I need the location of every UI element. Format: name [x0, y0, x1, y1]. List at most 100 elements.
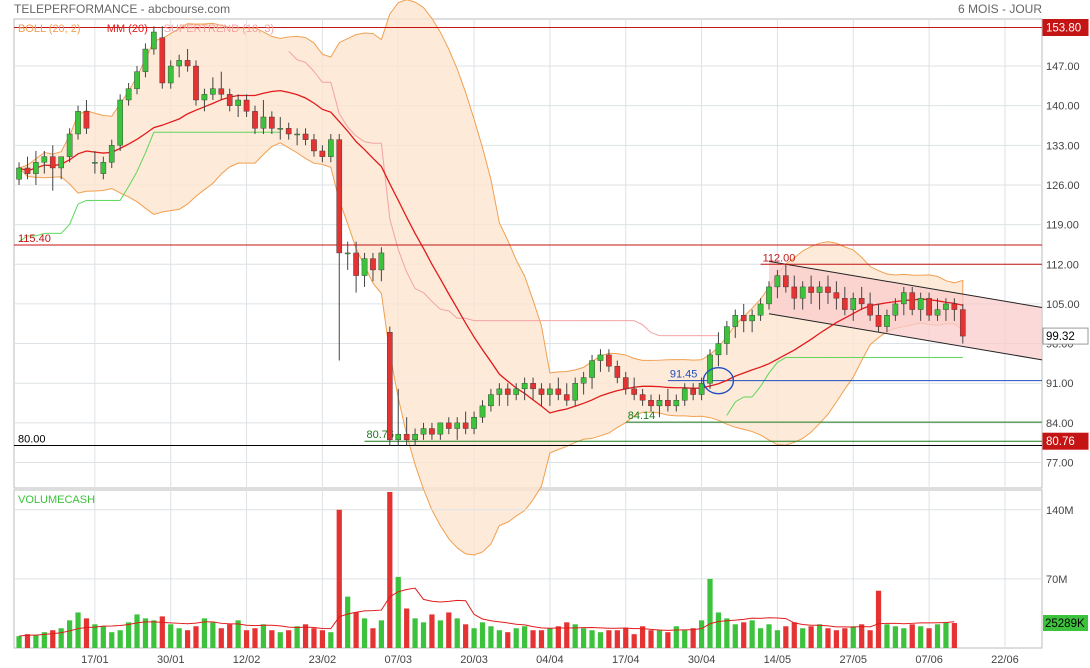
volume-pane [13, 489, 1043, 649]
candle-body [580, 377, 587, 384]
candle-body [681, 388, 688, 401]
volume-bar [336, 509, 342, 648]
candle-body [715, 343, 722, 356]
candle-body [328, 139, 334, 157]
volume-bar [353, 612, 359, 648]
volume-bar [378, 620, 384, 648]
candle-body [656, 400, 663, 407]
candle-body [892, 303, 899, 316]
candle-body [370, 258, 376, 271]
candle-body [176, 60, 182, 67]
volume-bar [109, 632, 115, 648]
candle-body [445, 422, 452, 429]
price-tick-label: 147.00 [1046, 61, 1080, 73]
volume-bar [926, 628, 932, 648]
supertrend-segment [330, 82, 340, 114]
candle-body [336, 139, 343, 254]
volume-bar [766, 624, 772, 648]
price-tag [1042, 327, 1089, 345]
volume-bar [286, 630, 292, 648]
candle-body [134, 71, 140, 89]
legend-entry: MM (20) [107, 23, 148, 35]
candle-body [749, 315, 755, 322]
volume-bar [614, 630, 620, 648]
price-tag [1042, 18, 1089, 36]
supertrend-segment [448, 310, 458, 319]
volume-bar [193, 626, 199, 648]
date-tick-label: 27/05 [839, 654, 867, 666]
supertrend-segment [380, 143, 391, 219]
candle-body [344, 252, 351, 255]
candle-body [151, 31, 157, 50]
volume-bar [454, 618, 460, 648]
date-tick-label: 22/06 [991, 654, 1019, 666]
price-tick-label: 119.00 [1046, 220, 1079, 232]
candle-body [243, 99, 250, 112]
volume-bar [361, 618, 368, 648]
price-tag [1042, 432, 1089, 450]
date-tick-label: 17/01 [81, 654, 109, 666]
candle-body [92, 162, 98, 164]
volume-bar [83, 618, 90, 648]
volume-bar [463, 624, 469, 648]
price-tick-label: 91.00 [1046, 378, 1074, 390]
candle-body [277, 128, 284, 130]
volume-bar [159, 616, 165, 648]
candle-body [698, 383, 705, 395]
candle-body [479, 405, 486, 418]
candle-body [563, 394, 570, 401]
candle-body [917, 298, 924, 310]
price-tick-label: 140.00 [1046, 101, 1080, 113]
candle-body [959, 309, 966, 337]
price-tick-label: 84.00 [1046, 418, 1074, 430]
volume-bar [741, 622, 747, 648]
volume-bar [370, 628, 376, 648]
volume-bar [201, 618, 208, 648]
candle-body [496, 388, 503, 395]
volume-bar [707, 578, 713, 648]
candle-body [193, 65, 199, 101]
supertrend-segment [389, 218, 399, 250]
volume-bar [530, 630, 536, 648]
volume-bar [951, 623, 957, 648]
volume-bar [75, 612, 81, 648]
volume-bar [412, 618, 418, 648]
legend-entry: BOLL (20, 2) [18, 23, 81, 35]
volume-bar [16, 636, 22, 648]
volume-bar [227, 624, 233, 648]
supertrend-segment [364, 141, 374, 144]
volume-bar [328, 632, 334, 648]
supertrend-segment [397, 249, 408, 273]
volume-bar [623, 628, 629, 648]
candle-body [783, 275, 789, 288]
volume-bar [446, 612, 452, 648]
volume-bar [606, 630, 612, 648]
level-label: 84.14 [628, 410, 656, 422]
date-tick-label: 12/02 [233, 654, 261, 666]
volume-bar [176, 628, 182, 648]
candle-body [488, 394, 494, 407]
candle-body [16, 167, 22, 180]
supertrend-segment [288, 50, 298, 61]
candle-body [639, 394, 646, 401]
volume-bar [243, 630, 250, 648]
volume-bar [825, 628, 831, 648]
volume-bar [513, 628, 519, 648]
volume-bar [50, 630, 56, 648]
volume-bar [184, 630, 191, 648]
candle-body [665, 400, 671, 407]
period-label[interactable]: 6 MOIS - JOUR [957, 2, 1042, 16]
volume-bar [277, 632, 283, 648]
volume-bar [471, 628, 477, 648]
volume-bar [791, 622, 797, 648]
price-tick-label: 133.00 [1046, 140, 1080, 152]
candle-body [858, 298, 865, 305]
volume-bar [867, 630, 873, 648]
volume-bar [302, 624, 309, 648]
candle-body [184, 60, 191, 67]
supertrend-segment [760, 372, 770, 387]
candle-body [49, 156, 56, 169]
volume-bar [808, 626, 814, 648]
candle-body [833, 292, 840, 299]
volume-average-line [18, 587, 955, 637]
